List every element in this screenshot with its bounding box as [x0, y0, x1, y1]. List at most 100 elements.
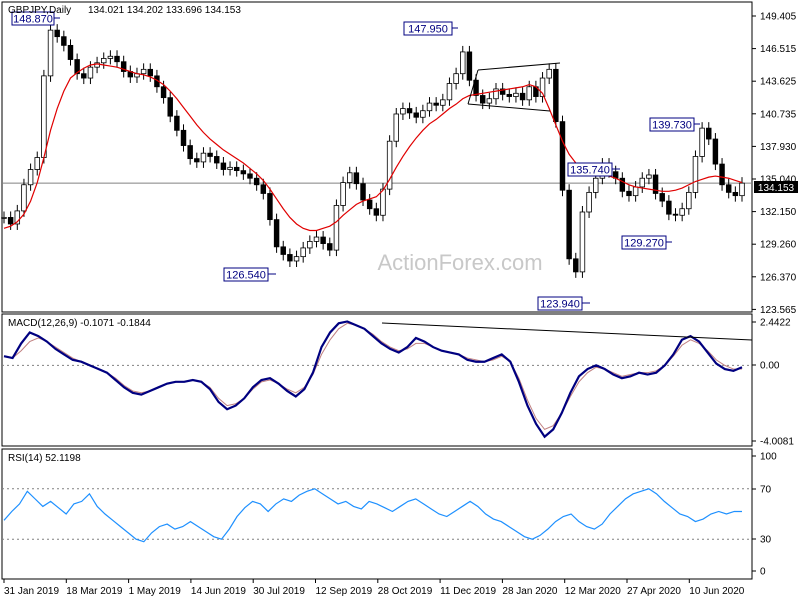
candle-body: [27, 169, 34, 186]
candle-body: [174, 115, 180, 131]
candle-body: [120, 61, 127, 72]
candle-body: [400, 108, 406, 115]
candle-body: [220, 162, 227, 170]
candle-body: [706, 127, 712, 140]
candle-body: [21, 184, 27, 212]
moving-average-line: [3, 63, 743, 232]
candle-body: [207, 152, 213, 157]
price-axis-label: 135.040: [760, 175, 797, 186]
candle-body: [267, 193, 273, 221]
candle-body: [240, 170, 247, 175]
watermark: ActionForex.com: [377, 250, 542, 275]
candle-body: [679, 208, 685, 216]
candle-body: [280, 246, 286, 255]
candle-body: [586, 191, 592, 213]
x-axis-label: 18 Mar 2019: [66, 586, 123, 597]
candle-body: [646, 174, 652, 179]
current-price-tag-bg: [754, 181, 798, 193]
candle-body: [140, 68, 147, 75]
candle-body: [573, 258, 579, 273]
candle-body: [247, 173, 253, 179]
candle-body: [54, 29, 60, 38]
candle-body: [692, 156, 699, 193]
candle-body: [699, 127, 705, 157]
candle-body: [426, 102, 433, 112]
price-axis-label: 143.625: [760, 77, 797, 88]
x-axis-label: 28 Oct 2019: [378, 586, 433, 597]
channel-upper-line: [477, 62, 561, 71]
candle-body: [287, 254, 293, 262]
candle-body: [559, 121, 566, 191]
price-annotation-label: 126.540: [226, 270, 266, 282]
price-axis-label: 137.930: [760, 142, 797, 153]
candle-body: [293, 256, 300, 262]
price-axis-label: 132.150: [760, 207, 797, 218]
candle-body: [499, 88, 506, 95]
candle-body: [513, 92, 519, 97]
ohlc-values: 134.021 134.202 133.696 134.153: [88, 5, 241, 16]
candle-body: [626, 190, 632, 197]
x-axis-label: 12 Mar 2020: [565, 586, 622, 597]
candle-body: [333, 205, 340, 251]
rsi-layer: [2, 488, 752, 543]
price-axis-label: 123.565: [760, 305, 797, 316]
macd-axis-label: -4.0081: [760, 437, 794, 448]
price-axis-label: 146.515: [760, 44, 797, 55]
candle-body: [233, 166, 240, 172]
candle-body: [347, 172, 353, 183]
candle-body: [732, 191, 739, 197]
candle-body: [353, 172, 360, 185]
candle-body: [493, 88, 499, 100]
candle-body: [81, 73, 87, 79]
macd-line: [3, 320, 743, 439]
current-price-tag: 134.153: [758, 183, 795, 194]
candle-body: [453, 73, 459, 84]
x-axis-label: 27 Apr 2020: [627, 586, 681, 597]
candle-body: [519, 92, 526, 101]
macd-layer: [2, 320, 753, 439]
candle-body: [719, 163, 725, 186]
x-axis-label: 10 Jun 2020: [689, 586, 744, 597]
macd-title: MACD(12,26,9) -0.1071 -0.1844: [8, 318, 151, 329]
x-axis-label: 31 Jan 2019: [4, 586, 59, 597]
candle-body: [340, 182, 346, 206]
candle-body: [546, 68, 552, 79]
price-annotation-label: 129.270: [624, 238, 664, 250]
candle-body: [253, 177, 260, 186]
price-annotation-label: 139.730: [652, 120, 692, 132]
candle-body: [506, 93, 513, 97]
candle-body: [473, 79, 479, 96]
candle-body: [187, 145, 193, 160]
candle-body: [194, 158, 200, 163]
rsi-line: [3, 488, 742, 543]
price-axis-label: 129.260: [760, 240, 797, 251]
candle-body: [61, 36, 67, 46]
candle-body: [260, 184, 267, 194]
candle-body: [107, 55, 114, 59]
rsi-panel-frame: [1, 448, 753, 580]
macd-axis-label: 2.4422: [760, 318, 791, 329]
channel-left-line: [467, 69, 479, 105]
rsi-axis-label: 70: [760, 485, 772, 496]
candle-body: [652, 174, 659, 194]
macd-panel-frame: [1, 313, 753, 447]
x-axis-label: 11 Dec 2019: [440, 586, 496, 597]
candle-body: [273, 219, 280, 248]
candle-body: [593, 177, 599, 193]
candle-body: [147, 68, 153, 77]
candle-body: [307, 240, 313, 249]
candle-body: [446, 83, 453, 101]
candle-body: [313, 236, 320, 242]
x-axis-label: 30 Jul 2019: [253, 586, 305, 597]
candle-body: [14, 210, 21, 225]
candle-body: [47, 29, 54, 77]
candle-body: [74, 59, 80, 75]
rsi-axis-label: 0: [760, 567, 766, 578]
candle-body: [87, 66, 94, 79]
candle-body: [440, 99, 446, 106]
candle-body: [539, 77, 546, 97]
price-annotation-label: 147.950: [408, 24, 448, 36]
candle-body: [1, 217, 7, 219]
candle-body: [672, 213, 679, 216]
